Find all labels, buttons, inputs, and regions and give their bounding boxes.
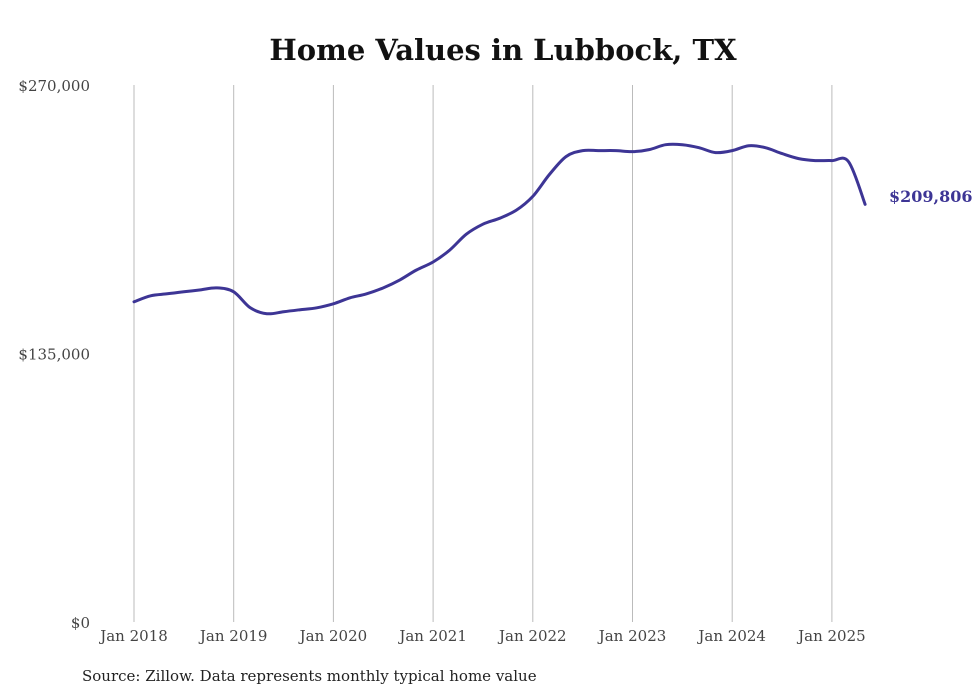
x-tick-label: Jan 2021 bbox=[397, 627, 467, 645]
x-tick-label: Jan 2018 bbox=[98, 627, 168, 645]
y-axis-tick-labels: $0 $135,000 $270,000 bbox=[18, 77, 90, 632]
x-tick-label: Jan 2024 bbox=[696, 627, 766, 645]
x-tick-label: Jan 2023 bbox=[597, 627, 667, 645]
y-tick-label: $270,000 bbox=[18, 77, 90, 95]
end-value-label: $209,806 bbox=[889, 187, 973, 206]
grid-lines bbox=[133, 85, 833, 622]
chart-title: Home Values in Lubbock, TX bbox=[269, 33, 737, 67]
line-chart: Home Values in Lubbock, TX $0 $135,000 $27… bbox=[18, 33, 973, 645]
x-tick-label: Jan 2025 bbox=[796, 627, 866, 645]
home-value-line bbox=[132, 142, 867, 316]
series-layer bbox=[132, 142, 867, 316]
x-tick-label: Jan 2022 bbox=[497, 627, 567, 645]
x-tick-label: Jan 2019 bbox=[198, 627, 268, 645]
source-note: Source: Zillow. Data represents monthly … bbox=[82, 667, 537, 685]
y-tick-label: $135,000 bbox=[18, 346, 90, 364]
y-tick-label: $0 bbox=[71, 614, 90, 632]
x-axis-tick-labels: Jan 2018 Jan 2019 Jan 2020 Jan 2021 Jan 2022… bbox=[98, 627, 865, 645]
x-tick-label: Jan 2020 bbox=[298, 627, 368, 645]
